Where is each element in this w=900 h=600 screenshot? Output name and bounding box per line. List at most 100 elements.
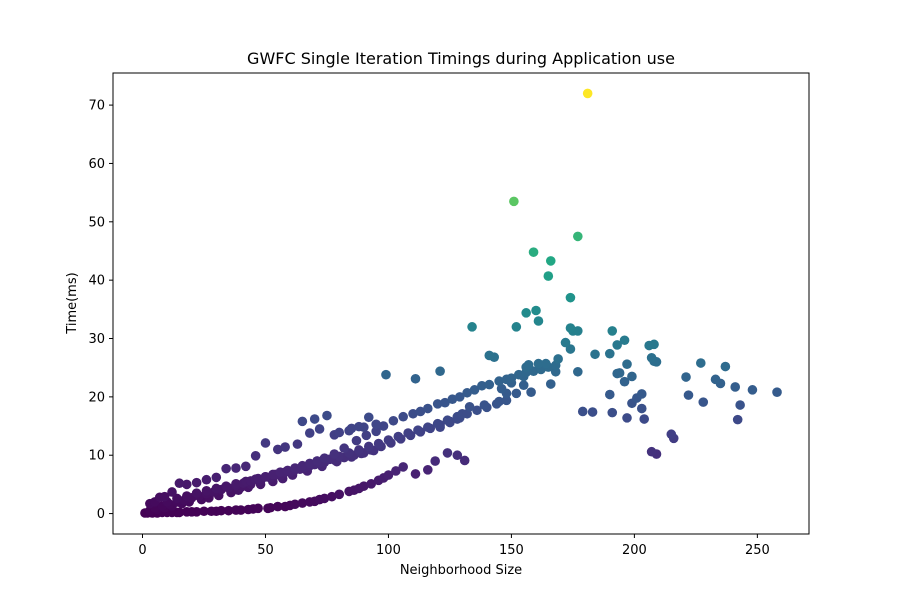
scatter-point	[646, 446, 657, 457]
scatter-point	[201, 474, 212, 485]
scatter-point	[747, 385, 758, 395]
scatter-point	[272, 444, 283, 455]
scatter-point	[442, 448, 453, 458]
scatter-point	[327, 491, 337, 502]
scatter-point	[573, 326, 583, 336]
scatter-point	[560, 337, 571, 348]
scatter-point	[573, 366, 583, 377]
scatter-point	[334, 427, 345, 438]
x-axis: 0 50 100 150 200 250	[138, 534, 770, 558]
scatter-point	[423, 422, 433, 433]
scatter-point	[201, 486, 212, 496]
x-tick-label: 0	[138, 543, 146, 558]
scatter-point	[622, 359, 632, 369]
scatter-point	[159, 491, 170, 502]
scatter-point	[398, 462, 409, 472]
scatter-point	[231, 505, 241, 515]
scatter-point	[354, 421, 364, 432]
scatter-point	[181, 507, 192, 517]
scatter-point	[730, 382, 741, 392]
scatter-point	[639, 414, 650, 424]
scatter-point	[250, 451, 261, 461]
scatter-point	[432, 418, 443, 429]
scatter-point	[526, 387, 536, 398]
scatter-point	[533, 358, 544, 369]
y-tick-label: 30	[88, 332, 105, 347]
scatter-point	[720, 361, 731, 372]
scatter-point	[469, 385, 480, 395]
scatter-point	[612, 340, 622, 350]
y-axis: 0 10 20 30 40 50 60 70	[88, 99, 113, 522]
scatter-point	[590, 349, 600, 360]
scatter-point	[511, 388, 522, 399]
scatter-point	[181, 479, 192, 490]
scatter-point	[363, 441, 374, 452]
scatter-point	[383, 470, 394, 480]
scatter-point	[604, 348, 615, 359]
scatter-point	[304, 428, 315, 438]
scatter-point	[319, 493, 330, 504]
scatter-point	[614, 368, 625, 378]
scatter-point	[710, 374, 721, 385]
scatter-point	[314, 424, 325, 434]
scatter-point	[398, 411, 409, 422]
scatter-point	[423, 465, 433, 475]
y-tick-label: 0	[97, 507, 105, 522]
scatter-point	[191, 488, 202, 498]
scatter-point	[464, 401, 475, 412]
scatter-point	[666, 429, 677, 440]
scatter-point	[378, 421, 389, 431]
scatter-point	[231, 463, 241, 473]
scatter-point	[366, 479, 377, 489]
scatter-point	[351, 435, 362, 446]
scatter-point	[459, 455, 470, 466]
plot-area	[140, 88, 782, 518]
scatter-point	[265, 502, 276, 513]
x-tick-label: 50	[257, 543, 274, 558]
scatter-point	[223, 505, 234, 516]
scatter-point	[381, 369, 391, 380]
scatter-point	[253, 473, 263, 484]
y-tick-label: 10	[88, 449, 105, 464]
y-tick-label: 40	[88, 274, 105, 289]
scatter-point	[619, 376, 630, 387]
scatter-point	[410, 373, 421, 384]
scatter-point	[479, 400, 490, 410]
scatter-point	[582, 88, 593, 99]
scatter-point	[309, 414, 320, 424]
y-tick-label: 60	[88, 157, 105, 172]
scatter-point	[506, 373, 517, 383]
scatter-point	[199, 506, 209, 517]
scatter-point	[533, 316, 544, 326]
scatter-point	[359, 481, 369, 491]
scatter-point	[732, 414, 743, 425]
scatter-point	[371, 419, 381, 430]
scatter-point	[636, 403, 647, 414]
scatter-point	[383, 435, 394, 445]
scatter-point	[373, 438, 384, 449]
scatter-point	[541, 358, 551, 369]
scatter-point	[403, 428, 413, 438]
scatter-point	[280, 442, 290, 452]
y-axis-label: Time(ms)	[65, 272, 80, 334]
scatter-point	[253, 503, 263, 514]
scatter-point	[619, 335, 630, 346]
scatter-point	[329, 449, 340, 459]
scatter-point	[622, 413, 632, 423]
scatter-point	[528, 247, 539, 257]
scatter-point	[221, 463, 231, 474]
scatter-point	[391, 466, 401, 476]
scatter-point	[496, 383, 507, 394]
scatter-point	[206, 506, 217, 517]
scatter-point	[735, 400, 745, 410]
scatter-point	[432, 399, 443, 409]
scatter-point	[413, 425, 423, 435]
scatter-point	[290, 463, 300, 473]
scatter-point	[523, 359, 534, 370]
scatter-point	[484, 379, 495, 390]
scatter-point	[211, 483, 222, 494]
scatter-point	[415, 406, 426, 417]
scatter-point	[423, 403, 433, 414]
